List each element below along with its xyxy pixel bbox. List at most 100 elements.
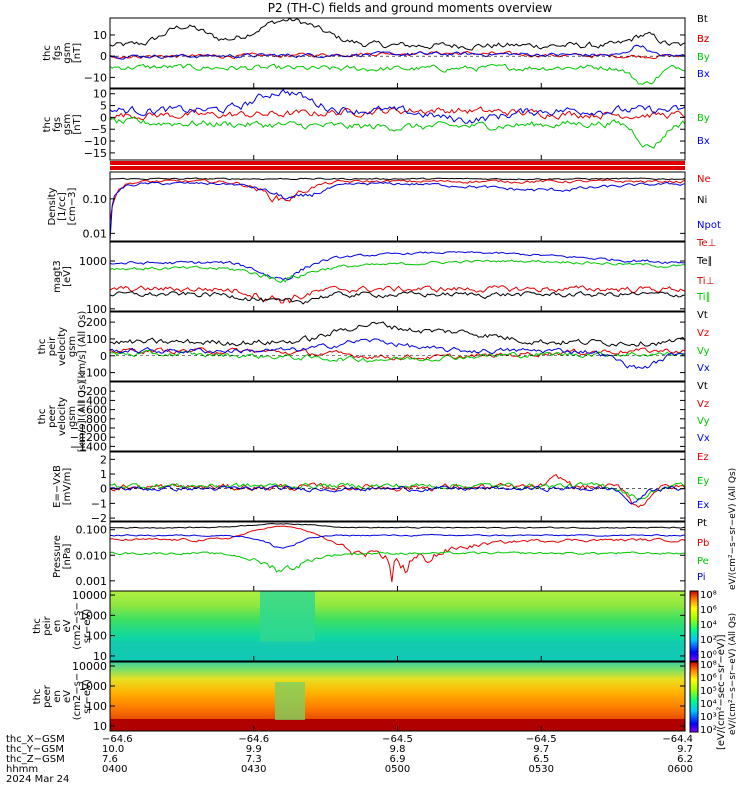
legend-peer_velocity-Vt: Vt — [697, 381, 708, 392]
ytick-label: 0 — [100, 111, 107, 124]
ylabel-line: en — [52, 690, 63, 703]
xaxis-value: 7.3 — [246, 754, 262, 765]
ylabel-line: fgs — [52, 45, 63, 60]
ytick-label: 100 — [86, 303, 107, 316]
ylabel-efield: E=−VxB [mV/m] — [52, 465, 73, 508]
legend-peer_velocity-Vy: Vy — [697, 416, 710, 427]
trace-density-Ni — [109, 179, 686, 222]
xaxis-value: 0400 — [102, 764, 127, 775]
ylabel-line: gsm — [62, 42, 73, 63]
ylabel-line: Density — [47, 187, 58, 225]
ylabel-line: [nPa] — [62, 543, 73, 569]
legend-fgs_gse-Bx: Bx — [697, 136, 710, 147]
xaxis-value: −64.6 — [238, 734, 269, 745]
ylabel-line: sr−eV) — [82, 679, 93, 714]
xaxis-value: 0500 — [385, 764, 410, 775]
panel-frame — [109, 88, 686, 161]
trace-efield-Ez — [109, 473, 686, 508]
colorbar-lower-label: eV/(cm²−s−sr−eV) (All Qs) — [728, 613, 738, 735]
ylabel-line: (cm2−s− — [72, 673, 83, 720]
ytick-label: 0 — [100, 50, 107, 63]
xaxis-value: 9.9 — [246, 744, 262, 755]
legend-pressure-Pt: Pt — [697, 518, 707, 529]
ytick-label: −5 — [91, 123, 107, 136]
panel-temperature: 1000 100 magt3 [eV] — [52, 241, 686, 316]
ytick-label: −15 — [84, 147, 107, 160]
ytick-label: −2 — [91, 512, 107, 525]
trace-efield-Ex — [109, 485, 686, 505]
xaxis-value: 0600 — [668, 764, 693, 775]
legend-peir_velocity-Vz: Vz — [697, 328, 709, 339]
legend-pressure-Pi: Pi — [697, 572, 706, 583]
xaxis-row-label: thc_Z−GSM — [6, 754, 65, 765]
trace-fgs_gse-Bz — [109, 106, 686, 121]
ylabel-line: [cm−3] — [67, 188, 78, 226]
trace-temperature-Ti⊥ — [109, 285, 686, 304]
ylabel-line: sr−eV) — [82, 609, 93, 644]
ytick-label: 0.100 — [76, 524, 108, 537]
ylabel-peer_spec: thc peer en eV (cm2−s− sr−eV) — [32, 673, 93, 720]
xaxis-value: 6.9 — [390, 754, 406, 765]
ytick-label: 5 — [100, 100, 107, 113]
trace-fgs_gsm-By — [109, 63, 686, 85]
flag-bar — [110, 166, 685, 170]
xaxis-row-label: hhmm — [6, 764, 38, 775]
ytick-label: 200 — [86, 316, 107, 329]
legend-peir_velocity-Vy: Vy — [697, 346, 710, 357]
ytick-label: 1000 — [79, 680, 107, 693]
ylabel-line: peer — [47, 404, 58, 428]
ytick-label: −1 — [91, 497, 107, 510]
legend-temperature-Ti⊥: Ti⊥ — [696, 276, 714, 287]
legend-density-Ni: Ni — [697, 195, 707, 206]
legend-efield-Ez: Ez — [697, 452, 709, 463]
legend-efield-Ey: Ey — [697, 476, 709, 487]
ylabel-line: E=−VxB — [52, 465, 63, 508]
ylabel-line: (cm2−s− — [72, 602, 83, 649]
ytick-label: 0 — [100, 483, 107, 496]
ylabel-line: [eV] — [62, 266, 73, 287]
ylabel-line: velocity — [57, 327, 68, 366]
ylabel-pressure: Pressure [nPa] — [52, 535, 73, 578]
colorbar-upper — [689, 590, 699, 662]
ytick-label: 10 — [93, 29, 107, 42]
colorbar-tick: 10⁸ — [700, 660, 717, 671]
ylabel-line: peer — [42, 684, 53, 708]
spectrogram-gap — [275, 682, 305, 720]
ylabel-line: eV — [62, 619, 73, 632]
ytick-label: 0.10 — [83, 193, 108, 206]
trace-temperature-Te⊥ — [109, 251, 686, 281]
ytick-label: −200 — [77, 385, 107, 398]
xaxis-value: 0430 — [241, 764, 266, 775]
colorbar-tick: 10⁰ — [700, 650, 717, 661]
trace-temperature-Ti∥ — [109, 290, 685, 305]
trace-temperature-Te∥ — [109, 259, 686, 283]
ylabel-line: eV — [62, 690, 73, 703]
ytick-label: 0 — [100, 350, 107, 363]
ytick-label: 100 — [86, 630, 107, 643]
ylabel-line: [1/cc] — [57, 192, 68, 221]
ylabel-line: velocity — [57, 397, 68, 436]
panel-density: 0.10 0.01 Density [1/cc] [cm−3] — [47, 171, 686, 242]
ytick-label: 1 — [100, 468, 107, 481]
flag-bar — [110, 161, 685, 165]
xaxis-value: 6.5 — [533, 754, 549, 765]
ylabel-line: gsm — [62, 114, 73, 135]
legend-fgs_gsm-By: By — [697, 52, 710, 63]
ylabel-line: en — [52, 620, 63, 633]
ytick-label: 100 — [86, 333, 107, 346]
ylabel-line: fgs — [52, 117, 63, 132]
ytick-label: −1400 — [70, 440, 107, 453]
panel-frame — [109, 381, 686, 452]
colorbar-lower — [689, 661, 699, 733]
legend-fgs_gsm-Bt: Bt — [697, 14, 708, 25]
colorbar-tick: 10⁴ — [700, 620, 717, 631]
ytick-label: −1200 — [70, 431, 107, 444]
trace-peir_velocity-Vx — [109, 338, 686, 369]
xaxis-row-label: 2024 Mar 24 — [6, 774, 69, 785]
xaxis-value: 0530 — [529, 764, 554, 775]
